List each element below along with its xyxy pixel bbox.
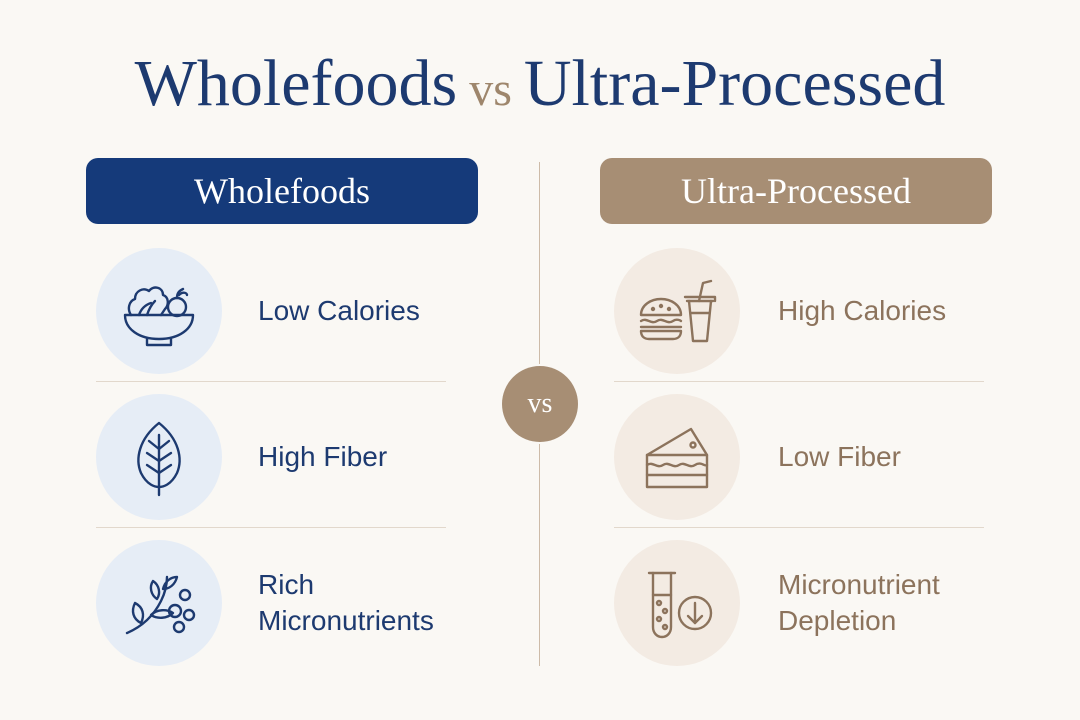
salad-bowl-icon bbox=[96, 248, 222, 374]
wholefoods-item-low-calories: Low Calories bbox=[96, 246, 446, 376]
micronutrient-depletion-label: Micronutrient Depletion bbox=[778, 569, 940, 636]
ultra-processed-item-low-fiber: Low Fiber bbox=[614, 392, 984, 522]
high-fiber-label: High Fiber bbox=[258, 441, 388, 472]
low-calories-label: Low Calories bbox=[258, 295, 420, 326]
vs-badge: vs bbox=[502, 366, 578, 442]
title-wholefoods: Wholefoods bbox=[134, 47, 458, 120]
center-divider-top bbox=[539, 162, 540, 364]
center-divider-bottom bbox=[539, 444, 540, 666]
right-separator-2 bbox=[614, 527, 984, 528]
cake-slice-icon bbox=[614, 394, 740, 520]
ultra-processed-item-high-calories: High Calories bbox=[614, 246, 984, 376]
leaf-icon bbox=[96, 394, 222, 520]
rich-micronutrients-label: Rich Micronutrients bbox=[258, 569, 434, 636]
low-fiber-label: Low Fiber bbox=[778, 441, 901, 472]
sprout-icon bbox=[96, 540, 222, 666]
high-calories-label: High Calories bbox=[778, 295, 947, 326]
title-vs: vs bbox=[469, 63, 512, 116]
right-separator-1 bbox=[614, 381, 984, 382]
wholefoods-item-high-fiber: High Fiber bbox=[96, 392, 446, 522]
ultra-processed-item-micronutrient-depletion: Micronutrient Depletion bbox=[614, 538, 984, 668]
left-separator-1 bbox=[96, 381, 446, 382]
title-ultra-processed: Ultra-Processed bbox=[523, 47, 946, 120]
burger-drink-icon bbox=[614, 248, 740, 374]
left-separator-2 bbox=[96, 527, 446, 528]
ultra-processed-header: Ultra-Processed bbox=[600, 158, 992, 224]
test-tube-down-icon bbox=[614, 540, 740, 666]
wholefoods-header: Wholefoods bbox=[86, 158, 478, 224]
wholefoods-item-rich-micronutrients: Rich Micronutrients bbox=[96, 538, 446, 668]
page-title: Wholefoods vs Ultra-Processed bbox=[0, 42, 1080, 132]
